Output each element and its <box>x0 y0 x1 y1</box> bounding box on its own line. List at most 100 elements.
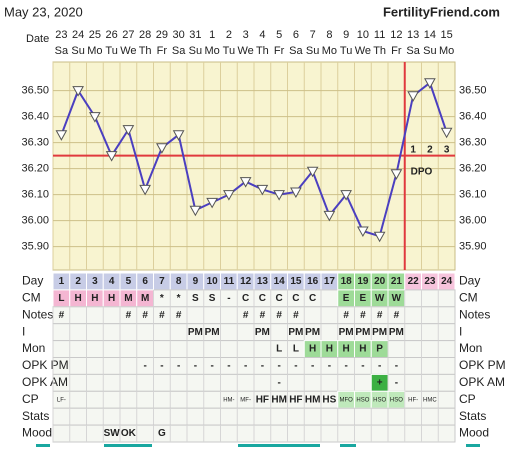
table-cell: - <box>311 361 314 372</box>
x-tick-label: 31 <box>189 29 201 41</box>
table-cell: HM <box>271 394 287 405</box>
table-cell: PM <box>372 327 387 338</box>
weekday-label: Mo <box>322 45 337 57</box>
table-cell: HM <box>305 394 321 405</box>
table-cell: 14 <box>274 276 286 287</box>
table-cell: 6 <box>142 276 148 287</box>
row-label: Mood <box>22 426 52 440</box>
table-cell: - <box>194 361 197 372</box>
temp-marker <box>306 166 319 178</box>
table-cell: - <box>294 361 297 372</box>
table-cell: S <box>192 293 199 304</box>
row-label: CM <box>22 291 41 305</box>
table-cell: H <box>309 344 316 355</box>
weekday-label: Sa <box>172 45 186 57</box>
table-cell: HF <box>289 394 302 405</box>
weekday-label: We <box>237 45 253 57</box>
weekday-label: Tu <box>105 45 117 57</box>
row-label-right: OPK AM <box>459 375 505 389</box>
table-cell: - <box>143 361 146 372</box>
table-cell: # <box>243 310 249 321</box>
table-cell: PM <box>205 327 220 338</box>
table-cell: 24 <box>441 276 453 287</box>
table-cell: HSO <box>390 397 403 403</box>
y-tick-label-right: 36.20 <box>459 163 487 175</box>
mood-bars <box>36 444 480 447</box>
table-cell: 13 <box>257 276 269 287</box>
temp-marker <box>55 130 68 141</box>
table-cell: H <box>343 344 350 355</box>
weekday-label: Th <box>373 45 386 57</box>
weekday-label: Su <box>423 45 436 57</box>
weekday-label: Mo <box>204 45 219 57</box>
temp-marker <box>290 187 302 199</box>
x-tick-label: 1 <box>209 29 215 41</box>
table-cell: W <box>392 293 402 304</box>
y-tick-label: 36.40 <box>21 111 49 123</box>
table-cell: # <box>176 310 182 321</box>
table-cell: # <box>59 310 65 321</box>
table-cell: HF <box>256 394 269 405</box>
y-tick-label: 35.90 <box>21 241 49 253</box>
temp-marker <box>357 226 369 238</box>
table-cell: G <box>158 428 166 439</box>
row-label: OPK PM <box>22 358 69 372</box>
x-tick-label: 13 <box>407 29 419 41</box>
y-tick-label-right: 35.90 <box>459 241 487 253</box>
table-cell: C <box>276 293 283 304</box>
weekday-label: Fr <box>391 45 402 57</box>
weekday-label: Th <box>139 45 152 57</box>
table-cell: MFO <box>339 397 353 403</box>
table-cell: # <box>377 310 383 321</box>
dpo-number: 3 <box>444 145 450 156</box>
table-cell: - <box>227 361 230 372</box>
table-cell: 2 <box>75 276 81 287</box>
table-cell: - <box>378 361 381 372</box>
table-cell: 12 <box>240 276 252 287</box>
table-cell: H <box>108 293 115 304</box>
table-cell: # <box>360 310 366 321</box>
weekday-label: We <box>120 45 136 57</box>
table-cell: W <box>375 293 385 304</box>
temp-marker <box>256 184 269 196</box>
weekday-label: Su <box>71 45 84 57</box>
table-cell: 10 <box>207 276 219 287</box>
row-label-right: I <box>459 324 462 338</box>
weekday-label: We <box>355 45 371 57</box>
x-tick-label: 14 <box>424 29 436 41</box>
table-cell: 22 <box>408 276 420 287</box>
y-tick-label-right: 36.00 <box>459 215 487 227</box>
temp-marker <box>139 184 151 196</box>
table-cell: - <box>244 361 247 372</box>
x-tick-label: 11 <box>374 29 385 41</box>
x-tick-label: 27 <box>122 29 134 41</box>
table-cell: - <box>395 377 398 388</box>
weekday-label: Sa <box>289 45 303 57</box>
row-label-right: Day <box>459 274 480 288</box>
x-tick-label: 9 <box>343 29 349 41</box>
table-cell: - <box>277 377 280 388</box>
x-tick-label: 29 <box>156 29 168 41</box>
temp-marker <box>373 231 386 243</box>
x-tick-label: 26 <box>106 29 118 41</box>
table-cell: - <box>328 361 331 372</box>
row-label-right: CP <box>459 392 476 406</box>
table-cell: L <box>276 344 282 355</box>
table-cell: HSO <box>356 397 369 403</box>
table-cell: PM <box>339 327 354 338</box>
y-tick-label-right: 36.40 <box>459 111 487 123</box>
temp-marker <box>156 143 168 154</box>
row-label: Notes <box>22 307 53 321</box>
table-cell: OK <box>121 428 137 439</box>
table-cell: # <box>276 310 282 321</box>
y-tick-label: 36.00 <box>21 215 49 227</box>
table-cell: 19 <box>357 276 369 287</box>
table-cell: H <box>91 293 98 304</box>
temp-marker <box>172 130 185 141</box>
table-cell: - <box>210 361 213 372</box>
weekday-label: Tu <box>340 45 352 57</box>
temp-marker <box>390 169 403 180</box>
table-cell: 23 <box>424 276 436 287</box>
table-cell: C <box>259 293 266 304</box>
temp-marker <box>239 177 252 188</box>
